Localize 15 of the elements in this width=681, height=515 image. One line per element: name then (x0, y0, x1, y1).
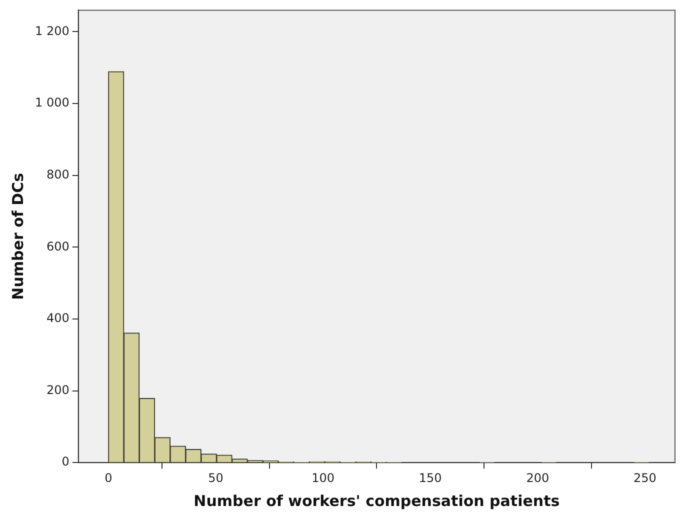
x-axis-title: Number of workers' compensation patients (194, 492, 560, 510)
y-tick-label: 800 (46, 167, 70, 182)
y-tick-label: 1 000 (34, 96, 70, 110)
x-tick-label: 250 (634, 470, 656, 485)
y-tick-label: 600 (46, 239, 70, 254)
x-tick-label: 200 (526, 470, 550, 485)
x-tick-label: 0 (104, 470, 112, 485)
x-tick-label: 150 (418, 470, 442, 485)
x-tick-label: 50 (208, 470, 224, 485)
x-tick-label: 100 (312, 470, 334, 485)
y-tick-label: 1 200 (34, 24, 70, 38)
y-tick-label: 200 (46, 382, 70, 397)
y-axis-title: Number of DCs (8, 172, 27, 300)
y-tick-label: 400 (46, 311, 70, 326)
y-tick-label: 0 (62, 454, 70, 469)
